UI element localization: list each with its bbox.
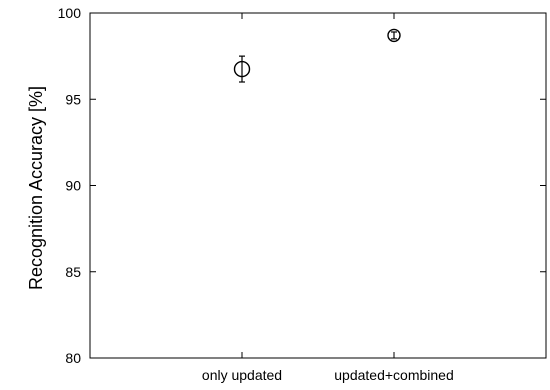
y-tick-label: 80: [65, 350, 81, 366]
data-point: [233, 55, 251, 83]
y-tick-label: 95: [65, 91, 81, 107]
data-point: [387, 28, 401, 43]
y-axis-ticks: 80 85 90 95 100: [58, 5, 546, 366]
x-axis-ticks: only updated updated+combined: [202, 13, 454, 383]
plot-frame: [89, 12, 547, 359]
y-tick-label: 100: [58, 5, 82, 21]
x-tick-label: only updated: [202, 367, 282, 383]
y-tick-label: 85: [65, 264, 81, 280]
point-marker: [233, 60, 251, 78]
data-markers: [233, 28, 401, 83]
point-marker: [387, 28, 401, 43]
plot-border: [89, 12, 547, 359]
y-tick-label: 90: [65, 178, 81, 194]
x-tick-label: updated+combined: [334, 367, 454, 383]
y-axis-label: Recognition Accuracy [%]: [26, 86, 46, 290]
